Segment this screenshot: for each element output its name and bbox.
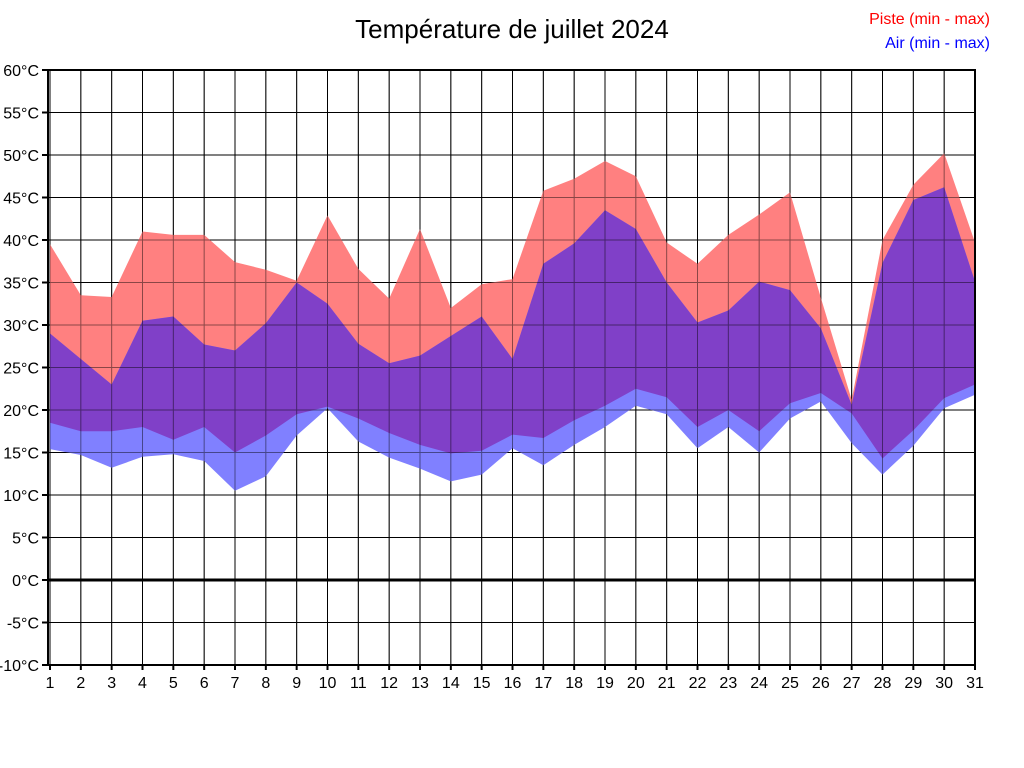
svg-text:16: 16 <box>504 675 522 692</box>
svg-text:60°C: 60°C <box>3 63 39 80</box>
svg-text:15: 15 <box>473 675 491 692</box>
x-axis-labels: 1 2 3 4 5 6 7 8 9 10 11 12 13 14 15 16 17 18 19 20 21 22 23 24 2… <box>46 675 984 692</box>
svg-text:15°C: 15°C <box>3 446 39 463</box>
svg-text:18: 18 <box>565 675 583 692</box>
svg-text:5: 5 <box>169 675 178 692</box>
svg-text:17: 17 <box>534 675 552 692</box>
svg-text:11: 11 <box>350 675 367 692</box>
svg-text:30: 30 <box>935 675 953 692</box>
svg-text:8: 8 <box>261 675 270 692</box>
svg-text:1: 1 <box>46 675 55 692</box>
svg-text:9: 9 <box>292 675 301 692</box>
svg-text:25: 25 <box>781 675 799 692</box>
svg-text:12: 12 <box>380 675 398 692</box>
svg-text:10: 10 <box>319 675 337 692</box>
axis-ticks <box>42 69 976 670</box>
svg-text:30°C: 30°C <box>3 318 39 335</box>
grid-lines <box>48 69 976 666</box>
svg-text:7: 7 <box>231 675 240 692</box>
svg-text:26: 26 <box>812 675 830 692</box>
svg-text:55°C: 55°C <box>3 106 39 123</box>
svg-text:29: 29 <box>904 675 922 692</box>
svg-text:23: 23 <box>719 675 737 692</box>
svg-text:35°C: 35°C <box>3 276 39 293</box>
svg-text:22: 22 <box>689 675 707 692</box>
svg-text:5°C: 5°C <box>12 531 39 548</box>
legend-air-label: Air (min - max) <box>885 35 990 52</box>
y-axis-labels: 60°C 55°C 50°C 45°C 40°C 35°C 30°C 25°C 20°C 15°C… <box>0 63 39 675</box>
svg-text:3: 3 <box>107 675 116 692</box>
chart-legend: Piste (min - max) Air (min - max) <box>869 8 990 56</box>
svg-text:40°C: 40°C <box>3 233 39 250</box>
svg-text:19: 19 <box>596 675 614 692</box>
svg-text:13: 13 <box>411 675 429 692</box>
overlap-band <box>50 187 975 459</box>
svg-text:10°C: 10°C <box>3 488 39 505</box>
svg-text:-5°C: -5°C <box>7 616 39 633</box>
legend-piste-label: Piste (min - max) <box>869 11 990 28</box>
svg-text:25°C: 25°C <box>3 361 39 378</box>
svg-text:20°C: 20°C <box>3 403 39 420</box>
svg-text:4: 4 <box>138 675 147 692</box>
svg-text:28: 28 <box>874 675 892 692</box>
svg-text:6: 6 <box>200 675 209 692</box>
svg-text:21: 21 <box>658 675 676 692</box>
svg-text:24: 24 <box>750 675 768 692</box>
svg-text:27: 27 <box>843 675 861 692</box>
svg-text:0°C: 0°C <box>12 573 39 590</box>
chart-title: Température de juillet 2024 <box>355 14 669 44</box>
svg-text:31: 31 <box>966 675 984 692</box>
svg-text:-10°C: -10°C <box>0 658 39 675</box>
svg-text:2: 2 <box>76 675 85 692</box>
svg-text:20: 20 <box>627 675 645 692</box>
svg-text:45°C: 45°C <box>3 191 39 208</box>
svg-text:50°C: 50°C <box>3 148 39 165</box>
svg-text:14: 14 <box>442 675 460 692</box>
